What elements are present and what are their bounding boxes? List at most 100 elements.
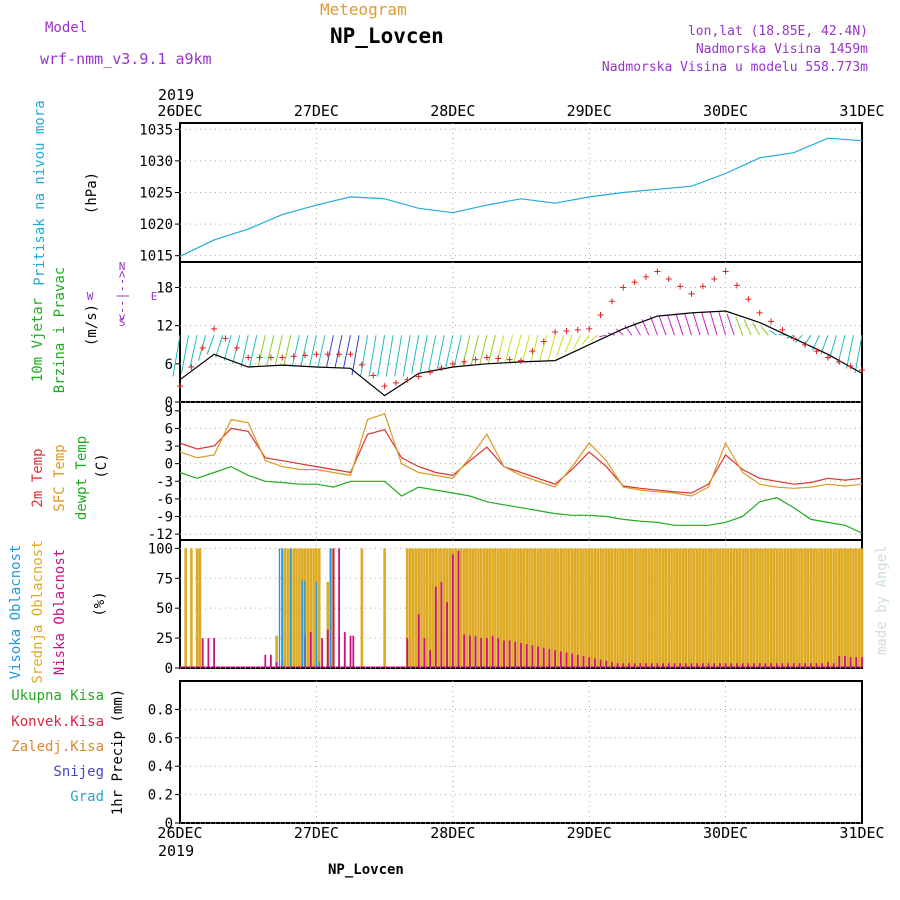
cloud-bar	[582, 656, 585, 667]
day-tick-label: 28DEC	[430, 102, 475, 120]
wind-barb	[470, 335, 479, 365]
wind-barb	[649, 315, 658, 336]
cloud-bar	[468, 548, 472, 667]
cloud-bar	[789, 548, 793, 667]
wind-barb	[257, 335, 266, 367]
model-name: wrf-nmm_v3.9.1 a9km	[40, 50, 212, 68]
wind-gust-mark	[574, 326, 581, 333]
wind-barb	[334, 335, 343, 369]
cloud-bar	[676, 548, 679, 667]
cloud-bar	[826, 548, 830, 667]
legend-zaledj: Zaledj.Kisa	[11, 739, 104, 755]
wind-gust-mark	[506, 356, 513, 363]
wind-gust-mark	[768, 318, 775, 325]
cloud-bar	[474, 548, 477, 667]
cloud-bar	[684, 548, 688, 667]
wind-speed-line	[179, 310, 863, 397]
wind-barb	[445, 335, 454, 368]
wind-barb	[283, 335, 292, 366]
cloud-bar	[815, 548, 818, 667]
wind-gust-mark	[756, 309, 763, 316]
wind-barb	[181, 335, 190, 374]
cloud-bar	[721, 548, 725, 667]
wind-barb	[828, 335, 837, 360]
cloud-bar	[772, 548, 776, 667]
cloud-bar	[673, 663, 676, 667]
wind-barb	[172, 335, 181, 377]
cloud-bar	[474, 635, 477, 667]
wind-gust-mark	[302, 352, 309, 359]
cloud-bar	[758, 663, 761, 667]
grid-lines	[175, 123, 862, 824]
wind-barb	[760, 326, 769, 336]
cloud-bar	[315, 581, 318, 667]
wind-barb	[666, 314, 675, 336]
cloud-bar	[755, 548, 759, 667]
station-title: NP_Lovcen	[330, 24, 444, 48]
day-tick-label: 30DEC	[703, 824, 748, 842]
wind-barb	[240, 335, 249, 368]
wind-gust-mark	[211, 325, 218, 332]
cloud-bar	[832, 548, 835, 667]
wind-gust-mark	[597, 312, 604, 319]
cloud-bar	[727, 548, 730, 667]
wind-barb	[530, 335, 539, 362]
cloud-bar	[662, 663, 664, 667]
wind-gust-mark	[495, 355, 502, 362]
cloud-bar	[519, 548, 523, 667]
cloud-bar	[667, 548, 671, 667]
wind-barb	[232, 335, 241, 364]
wind-barb	[615, 328, 624, 336]
cloud-bar	[775, 663, 778, 667]
cloud-bar	[514, 641, 517, 667]
cloud-bar	[286, 548, 290, 667]
cloud-bar	[480, 638, 483, 667]
wind-barb	[522, 335, 531, 362]
cloud-bar	[809, 548, 813, 667]
cloud-bar	[698, 548, 702, 667]
cloud-bar	[775, 548, 779, 667]
wind-gust-mark	[711, 275, 718, 282]
wind-gust-mark	[324, 351, 331, 358]
day-tick-label: 28DEC	[430, 824, 475, 842]
cloud-bar	[616, 548, 619, 667]
precip-panel	[179, 680, 863, 824]
cloud-bar	[588, 657, 591, 667]
cloud-bar	[628, 663, 630, 667]
wind-gust-mark	[245, 354, 252, 361]
cloud-bar	[494, 548, 497, 667]
cloud-bar	[778, 548, 781, 667]
cloud-bar	[696, 663, 699, 667]
cloud-bar	[690, 548, 693, 667]
wind-barb	[573, 334, 582, 349]
cloud-bar	[477, 548, 480, 667]
temperature-panel	[179, 401, 863, 541]
cloud-bar	[576, 654, 579, 667]
cloud-bar	[318, 662, 320, 667]
cloud-bar	[633, 548, 636, 667]
cloud-bar	[537, 646, 539, 667]
temp-line-0	[179, 427, 863, 494]
cloud-bar	[641, 548, 645, 667]
cloud-bar	[818, 548, 821, 667]
cloud-bar	[804, 663, 807, 667]
cloud-bar	[795, 548, 798, 667]
wind-label-2: Brzina i Pravac	[52, 267, 68, 393]
cloud-bar	[724, 548, 727, 667]
y-tick-label: 1035	[139, 122, 173, 138]
model-altitude-label: Nadmorska Visina u modelu 558.773m	[601, 60, 868, 75]
y-tick-label: 75	[156, 571, 173, 587]
wind-barb	[385, 335, 394, 377]
cloud-bar	[821, 663, 824, 667]
cloud-bar	[619, 548, 622, 667]
y-tick-label: 0	[165, 395, 173, 411]
cloud-bar	[741, 548, 744, 667]
cloud-bar	[570, 548, 574, 667]
cloud-bar	[443, 548, 446, 667]
y-tick-label: 12	[156, 319, 173, 335]
cloud-bar	[624, 548, 628, 667]
cloud-bar	[749, 548, 753, 667]
cloud-bar	[525, 548, 528, 667]
wind-barb	[794, 334, 803, 343]
cloud-bar	[602, 548, 605, 667]
